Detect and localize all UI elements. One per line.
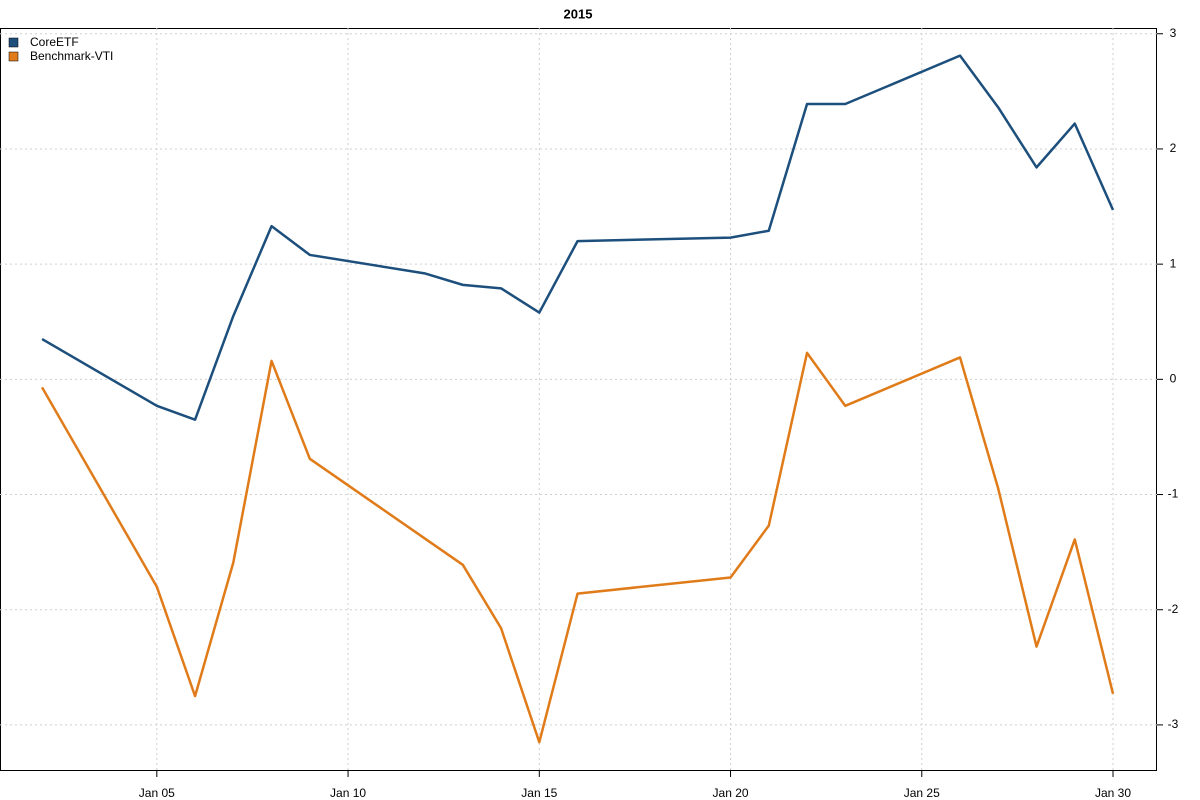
x-tick-label: Jan 20 bbox=[713, 786, 749, 800]
y-tick-label: 3 bbox=[1170, 26, 1177, 40]
y-tick-label: -1 bbox=[1168, 487, 1179, 501]
x-tick-label: Jan 10 bbox=[330, 786, 366, 800]
legend-swatch bbox=[8, 37, 19, 48]
y-tick-label: -2 bbox=[1168, 602, 1179, 616]
y-tick-label: -3 bbox=[1168, 717, 1179, 731]
x-tick-label: Jan 15 bbox=[521, 786, 557, 800]
chart-title: 2015 bbox=[564, 6, 593, 21]
y-tick-label: 1 bbox=[1170, 256, 1177, 270]
series-line bbox=[41, 54, 1115, 421]
plot-frame bbox=[0, 28, 1157, 771]
series-line bbox=[40, 351, 1115, 744]
legend-label: Benchmark-VTI bbox=[30, 49, 113, 63]
x-tick-label: Jan 05 bbox=[139, 786, 175, 800]
x-tick-label: Jan 30 bbox=[1095, 786, 1131, 800]
legend-label: CoreETF bbox=[30, 35, 79, 49]
x-tick-label: Jan 25 bbox=[904, 786, 940, 800]
y-tick-label: 0 bbox=[1170, 372, 1177, 386]
y-tick-label: 2 bbox=[1170, 141, 1177, 155]
legend-swatch bbox=[8, 51, 19, 62]
